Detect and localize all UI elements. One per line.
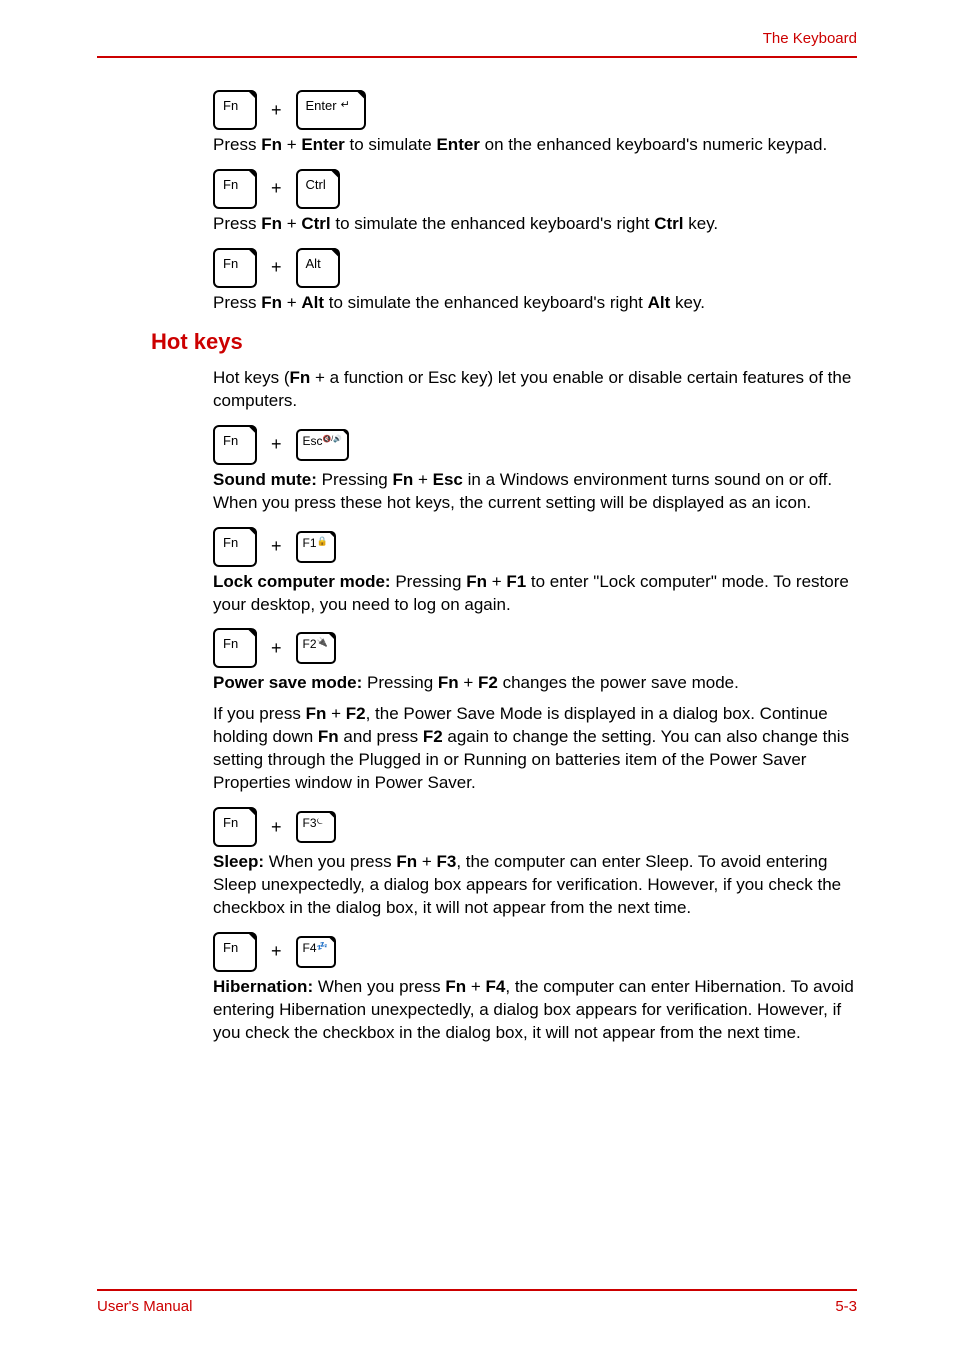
fn-key: Fn (213, 90, 257, 130)
fn-key: Fn (213, 248, 257, 288)
combo-2: Fn + Alt Press Fn + Alt to simulate the … (213, 248, 857, 315)
mute-icon: 🔇/🔊 (323, 435, 342, 443)
f1-key: F1 🔒 (296, 531, 336, 563)
hotkey-desc: Hibernation: When you press Fn + F4, the… (213, 976, 857, 1045)
main-content: Fn + Enter↵ Press Fn + Enter to simulate… (97, 90, 857, 1057)
footer-divider (97, 1289, 857, 1291)
enter-key: Enter↵ (296, 90, 366, 130)
hibernate-icon: 💤 (317, 941, 328, 952)
hotkey-3: Fn + F3 ⏾ Sleep: When you press Fn + F3,… (213, 807, 857, 920)
esc-key: Esc🔇/🔊 (296, 429, 349, 461)
combo-desc: Press Fn + Alt to simulate the enhanced … (213, 292, 857, 315)
hotkey-1: Fn + F1 🔒 Lock computer mode: Pressing F… (213, 527, 857, 617)
f4-key: F4 💤 (296, 936, 336, 968)
alt-key: Alt (296, 248, 340, 288)
hotkey-extra: If you press Fn + F2, the Power Save Mod… (213, 703, 857, 795)
hotkey-desc: Lock computer mode: Pressing Fn + F1 to … (213, 571, 857, 617)
combo-0: Fn + Enter↵ Press Fn + Enter to simulate… (213, 90, 857, 157)
hotkey-desc: Sound mute: Pressing Fn + Esc in a Windo… (213, 469, 857, 515)
plus-icon: + (271, 817, 282, 838)
keycombo-row: Fn + F2 🔌 (213, 628, 857, 668)
keycombo-row: Fn + F4 💤 (213, 932, 857, 972)
header-divider (97, 56, 857, 58)
hotkey-4: Fn + F4 💤 Hibernation: When you press Fn… (213, 932, 857, 1045)
sleep-icon: ⏾ (317, 816, 324, 827)
hotkey-2: Fn + F2 🔌 Power save mode: Pressing Fn +… (213, 628, 857, 795)
plug-icon: 🔌 (317, 637, 328, 648)
plus-icon: + (271, 178, 282, 199)
fn-key: Fn (213, 527, 257, 567)
hotkeys-intro-section: Hot keys (Fn + a function or Esc key) le… (213, 367, 857, 413)
plus-icon: + (271, 941, 282, 962)
fn-key: Fn (213, 628, 257, 668)
fn-key: Fn (213, 169, 257, 209)
f2-key: F2 🔌 (296, 632, 336, 664)
enter-arrow-icon: ↵ (341, 98, 350, 111)
footer-left: User's Manual (97, 1298, 192, 1315)
hotkey-desc: Power save mode: Pressing Fn + F2 change… (213, 672, 857, 695)
fn-key: Fn (213, 425, 257, 465)
footer-right: 5-3 (835, 1298, 857, 1315)
hotkey-desc: Sleep: When you press Fn + F3, the compu… (213, 851, 857, 920)
keycombo-row: Fn + Esc🔇/🔊 (213, 425, 857, 465)
hotkeys-heading: Hot keys (151, 329, 857, 355)
combo-desc: Press Fn + Ctrl to simulate the enhanced… (213, 213, 857, 236)
plus-icon: + (271, 434, 282, 455)
f3-key: F3 ⏾ (296, 811, 336, 843)
keycombo-row: Fn + Ctrl (213, 169, 857, 209)
plus-icon: + (271, 536, 282, 557)
header-title: The Keyboard (763, 30, 857, 47)
keycombo-row: Fn + F1 🔒 (213, 527, 857, 567)
fn-key: Fn (213, 932, 257, 972)
lock-icon: 🔒 (317, 536, 328, 547)
hotkeys-intro: Hot keys (Fn + a function or Esc key) le… (213, 367, 857, 413)
fn-key: Fn (213, 807, 257, 847)
combo-desc: Press Fn + Enter to simulate Enter on th… (213, 134, 857, 157)
keycombo-row: Fn + F3 ⏾ (213, 807, 857, 847)
keycombo-row: Fn + Alt (213, 248, 857, 288)
keycombo-row: Fn + Enter↵ (213, 90, 857, 130)
plus-icon: + (271, 257, 282, 278)
hotkey-0: Fn + Esc🔇/🔊 Sound mute: Pressing Fn + Es… (213, 425, 857, 515)
combo-1: Fn + Ctrl Press Fn + Ctrl to simulate th… (213, 169, 857, 236)
ctrl-key: Ctrl (296, 169, 340, 209)
plus-icon: + (271, 638, 282, 659)
plus-icon: + (271, 100, 282, 121)
